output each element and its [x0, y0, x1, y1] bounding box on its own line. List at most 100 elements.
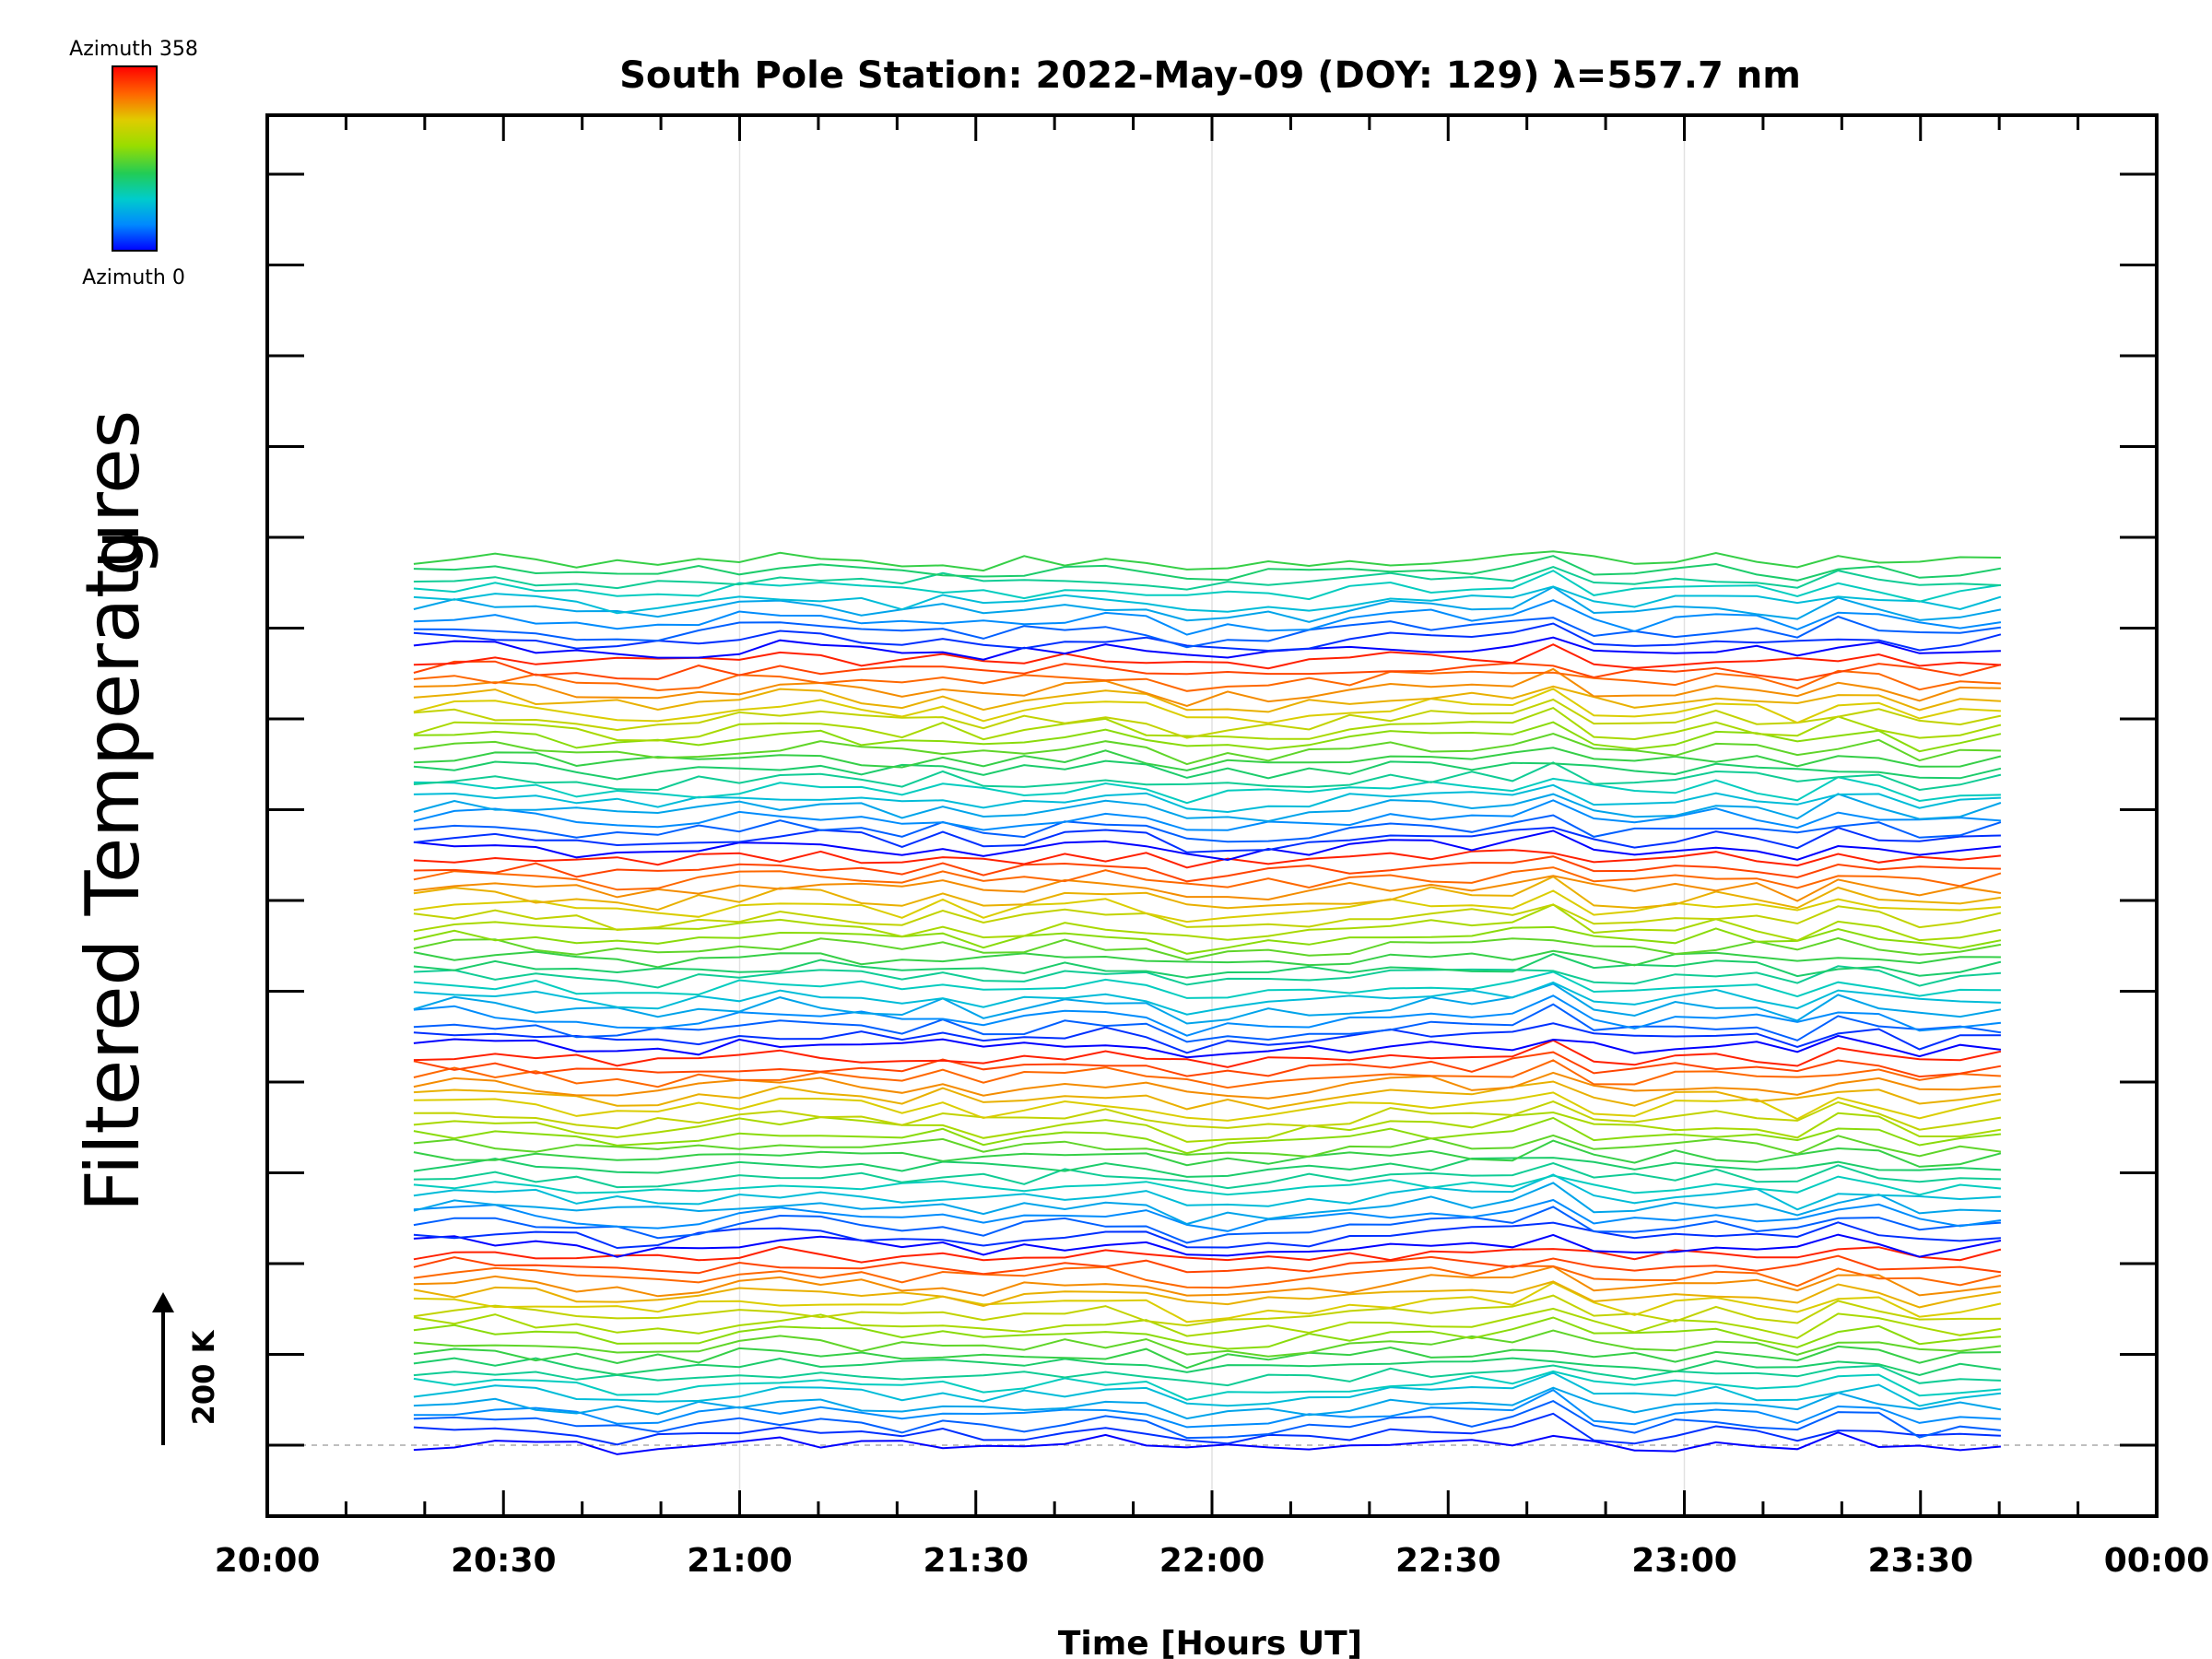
series-line-az-18: [413, 1412, 2001, 1446]
series-line-az-54: [413, 1198, 2002, 1232]
series-line-az-252: [413, 1281, 2002, 1324]
series-line-az-72: [413, 793, 2002, 823]
x-tick-label-8: 00:00: [2104, 1542, 2210, 1580]
series-line-az-54: [413, 599, 2002, 636]
series-line-az-234: [413, 903, 2002, 932]
colorbar-bottom-label: Azimuth 0: [82, 266, 185, 289]
x-tick-label-2: 21:00: [687, 1542, 793, 1580]
series-line-az-270: [413, 1080, 2002, 1111]
series-line-az-252: [413, 889, 2001, 924]
series-line-az-270: [413, 876, 2002, 912]
series-line-az-36: [413, 1003, 2002, 1043]
series-line-az-342: [413, 849, 2002, 869]
series-line-az-36: [413, 1399, 2001, 1440]
series-line-az-324: [413, 855, 2001, 883]
series-line-az-90: [413, 1173, 2001, 1211]
series-line-az-72: [413, 585, 2002, 623]
series-line-az-306: [413, 866, 2002, 891]
series-line-az-306: [413, 669, 2001, 692]
series-line-az-90: [413, 585, 2002, 615]
series-line-az-126: [413, 566, 2001, 591]
x-tick-label-4: 22:00: [1159, 1542, 1265, 1580]
colorbar: [112, 65, 158, 252]
series-line-az-126: [413, 761, 2002, 792]
series-line-az-144: [413, 759, 2002, 781]
series-line-az-54: [413, 799, 2001, 831]
series-line-az-216: [413, 1307, 2002, 1339]
series-line-az-0: [413, 1034, 2002, 1059]
series-line-az-234: [413, 698, 2002, 739]
series-line-az-18: [413, 1022, 2001, 1054]
series-line-az-234: [413, 1100, 2002, 1131]
series-line-az-144: [413, 1157, 2001, 1178]
series-line-az-18: [413, 826, 2001, 853]
series-line-az-162: [413, 550, 2001, 572]
series-line-az-342: [413, 1245, 2002, 1264]
series-line-az-72: [413, 982, 2002, 1025]
series-line-az-198: [413, 1316, 2001, 1350]
x-tick-label-7: 23:30: [1867, 1542, 1973, 1580]
series-line-az-162: [413, 1345, 2001, 1370]
series-line-az-198: [413, 925, 2002, 955]
series-line-az-144: [413, 952, 2002, 979]
series-line-az-198: [413, 1116, 2002, 1155]
series-line-az-252: [413, 688, 2001, 724]
series-line-az-126: [413, 1161, 2001, 1190]
series-line-az-324: [413, 1254, 2002, 1276]
series-line-az-216: [413, 706, 2002, 742]
series-line-az-36: [413, 615, 2002, 649]
series-line-az-108: [413, 570, 2002, 603]
series-line-az-144: [413, 1357, 2002, 1377]
series-line-az-288: [413, 667, 2001, 708]
x-tick-labels: 20:00 20:30 21:00 21:30 22:00 22:30 23:00 23:30…: [215, 1542, 2210, 1580]
series-line-az-18: [413, 622, 2002, 653]
scale-bar-label: 200 K: [186, 1329, 221, 1425]
series-group: [413, 550, 2002, 1455]
series-line-az-18: [413, 1221, 2001, 1250]
series-line-az-270: [413, 1280, 2002, 1309]
chart-title: South Pole Station: 2022-May-09 (DOY: 12…: [619, 54, 1801, 97]
x-tick-label-5: 22:30: [1395, 1542, 1501, 1580]
series-line-az-180: [413, 936, 2002, 961]
series-line-az-54: [413, 1388, 2001, 1429]
x-tick-label-1: 20:30: [451, 1542, 557, 1580]
series-line-az-288: [413, 1071, 2001, 1100]
x-tick-label-6: 23:00: [1631, 1542, 1737, 1580]
series-line-az-216: [413, 1111, 2002, 1143]
series-line-az-108: [413, 776, 2001, 805]
series-line-az-126: [413, 965, 2001, 989]
series-line-az-72: [413, 1386, 2002, 1420]
series-line-az-306: [413, 1059, 2001, 1089]
series-line-az-0: [413, 636, 2001, 661]
series-line-az-108: [413, 971, 2001, 999]
series-line-az-36: [413, 814, 2002, 843]
series-line-az-144: [413, 555, 2002, 582]
series-line-az-198: [413, 721, 2002, 753]
series-line-az-108: [413, 1370, 2001, 1401]
scale-bar: 200 K: [152, 1292, 221, 1445]
series-line-az-342: [413, 1039, 2002, 1068]
series-line-az-0: [413, 1431, 2001, 1455]
series-line-az-234: [413, 1294, 2001, 1327]
series-line-az-0: [413, 1233, 2002, 1258]
series-line-az-90: [413, 783, 2001, 814]
series-line-az-288: [413, 875, 2002, 902]
y-axis-label: Filtered Temperatures: [70, 410, 156, 1212]
y-axis-label-partial: g: [75, 530, 160, 577]
series-line-az-90: [413, 1371, 2002, 1407]
series-line-az-216: [413, 903, 2002, 942]
axis-ticks: [265, 115, 2159, 1516]
x-tick-label-3: 21:30: [923, 1542, 1029, 1580]
series-line-az-162: [413, 1139, 2002, 1168]
series-line-az-324: [413, 660, 2002, 682]
series-line-az-126: [413, 1364, 2001, 1387]
series-line-az-288: [413, 1265, 2002, 1298]
series-line-az-108: [413, 1174, 2001, 1196]
series-line-az-36: [413, 1206, 2001, 1244]
series-line-az-180: [413, 1134, 2002, 1158]
series-line-az-324: [413, 1051, 2002, 1078]
series-line-az-306: [413, 1265, 2002, 1289]
series-line-az-252: [413, 1091, 2002, 1122]
x-tick-label-0: 20:00: [215, 1542, 321, 1580]
